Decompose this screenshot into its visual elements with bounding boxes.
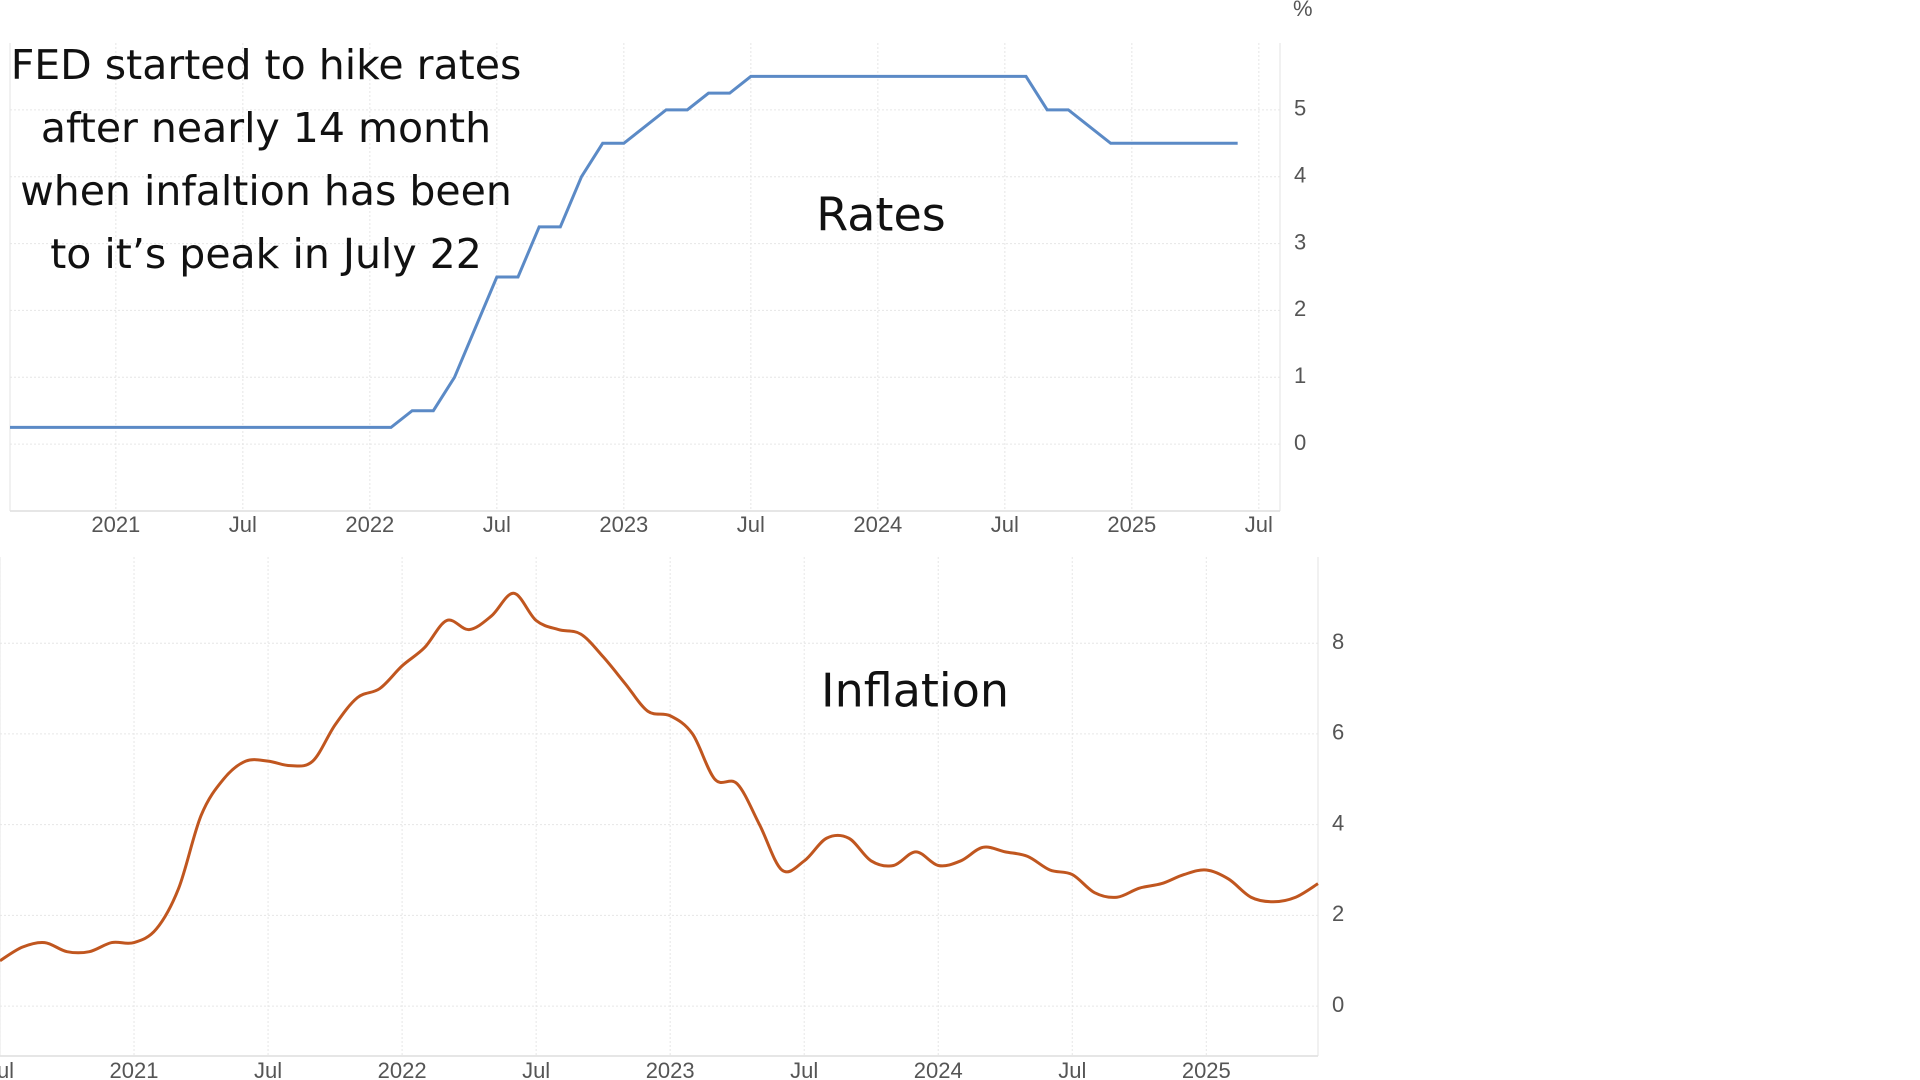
x-tick-label: 2025 [1182, 1058, 1231, 1080]
x-tick-label: 2023 [646, 1058, 695, 1080]
x-tick-label: Jul [1245, 512, 1273, 537]
y-tick-label: 0 [1332, 992, 1344, 1017]
x-tick-label: 2024 [914, 1058, 963, 1080]
x-tick-label: Jul [522, 1058, 550, 1080]
y-tick-label: 0 [1294, 430, 1306, 455]
y-tick-label: 8 [1332, 629, 1344, 654]
x-tick-label: 2023 [599, 512, 648, 537]
y-tick-label: 4 [1294, 163, 1306, 188]
y-tick-label: 2 [1294, 296, 1306, 321]
series-label: Rates [816, 188, 945, 242]
x-tick-label: Jul [991, 512, 1019, 537]
unit-label: % [1293, 0, 1313, 21]
data-line [10, 74, 1238, 429]
x-tick-label: Jul [254, 1058, 282, 1080]
annotation: FED started to hike rates after nearly 1… [10, 41, 522, 278]
x-tick-label: Jul [1058, 1058, 1086, 1080]
x-tick-label: 2022 [345, 512, 394, 537]
y-tick-label: 5 [1294, 96, 1306, 121]
x-tick-label: Jul [229, 512, 257, 537]
x-tick-label: Jul [483, 512, 511, 537]
x-tick-label: Jul [0, 1058, 14, 1080]
x-tick-label: 2022 [378, 1058, 427, 1080]
y-tick-label: 1 [1294, 363, 1306, 388]
data-line [0, 591, 1319, 963]
x-tick-label: Jul [790, 1058, 818, 1080]
x-tick-label: 2021 [110, 1058, 159, 1080]
y-tick-label: 6 [1332, 720, 1344, 745]
y-tick-label: 4 [1332, 810, 1344, 835]
y-tick-label: 3 [1294, 229, 1306, 254]
series-label: Inflation [821, 664, 1009, 718]
x-tick-label: 2021 [91, 512, 140, 537]
x-tick-label: 2024 [853, 512, 902, 537]
x-tick-label: 2025 [1107, 512, 1156, 537]
x-tick-label: Jul [737, 512, 765, 537]
y-tick-label: 2 [1332, 901, 1344, 926]
